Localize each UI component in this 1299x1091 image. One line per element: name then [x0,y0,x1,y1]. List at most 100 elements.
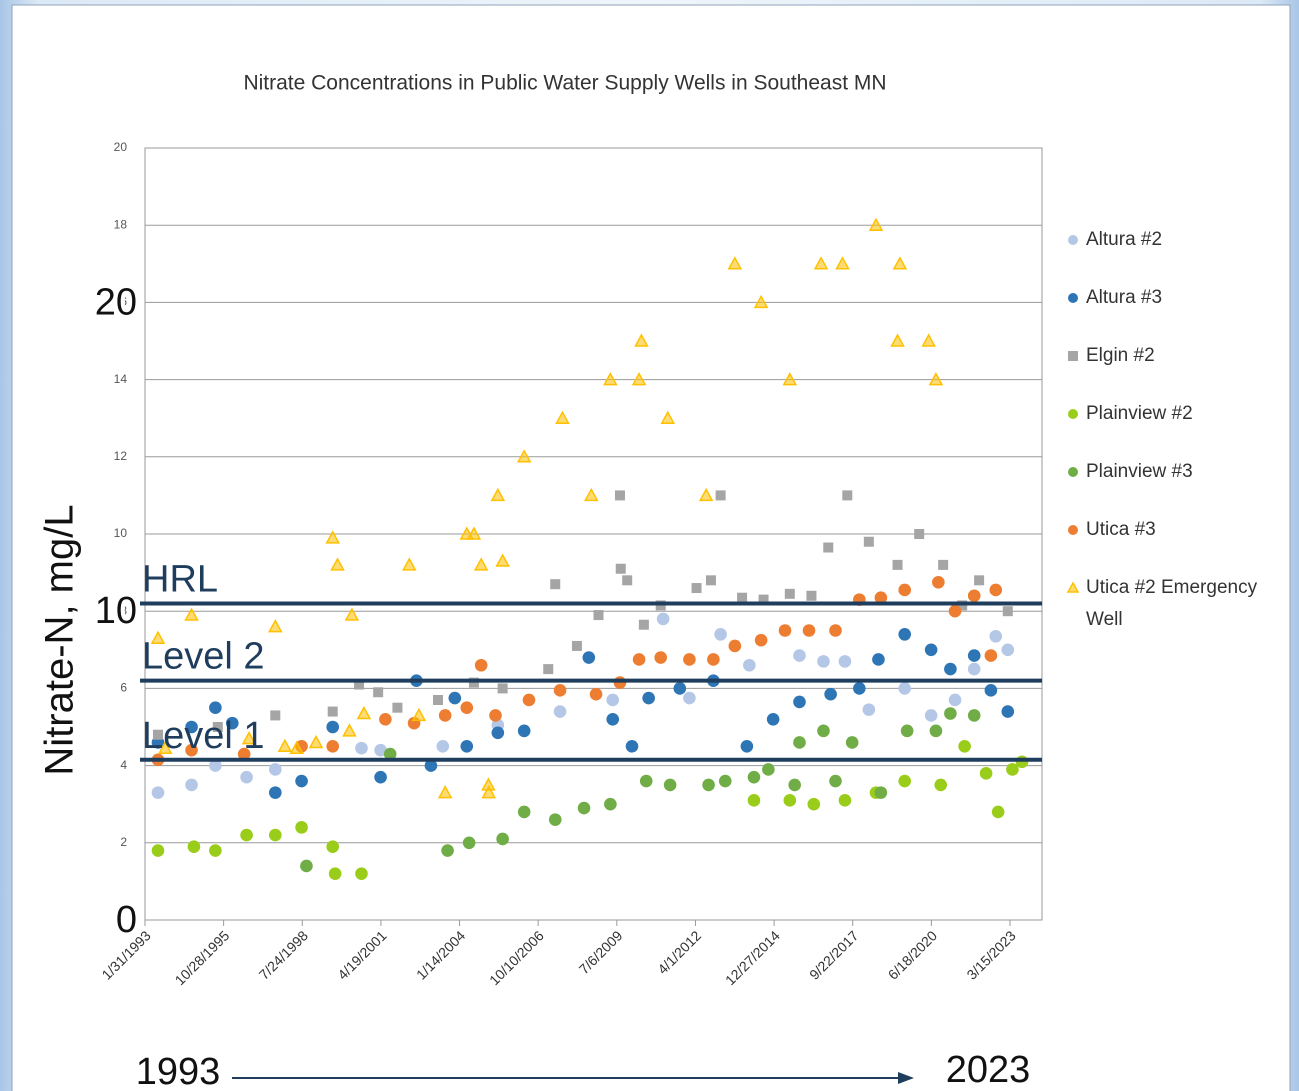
legend-entry: Utica #2 Emergency Well [1066,576,1281,634]
data-point [277,738,293,753]
data-point [374,743,387,757]
data-point [432,694,443,705]
data-point [702,778,715,792]
data-point [577,801,591,815]
data-point [705,575,716,586]
data-point [354,679,365,690]
legend-label: Plainview #3 [1086,461,1193,482]
data-point [958,740,971,753]
data-point [747,794,761,807]
data-point [295,821,308,834]
data-point [392,702,403,713]
data-point [634,333,649,347]
data-point [728,639,742,653]
data-point [727,256,743,270]
data-point [593,610,604,621]
legend-label: Utica #2 Emergency Well [1086,577,1258,630]
data-point [838,655,852,668]
data-point [473,557,489,571]
data-point [793,649,806,662]
legend-entry: Altura #3 [1066,286,1281,344]
data-point [784,588,795,599]
legend-label: Plainview #2 [1086,403,1193,424]
data-point [517,724,531,738]
arrow-head [898,1072,914,1084]
legend-marker [1068,525,1078,535]
reference-label: HRL [142,559,218,601]
data-point [496,832,509,846]
data-point [466,526,482,540]
data-point [589,687,603,701]
legend-symbol [1068,409,1078,419]
data-point [691,583,702,594]
data-point [326,740,340,753]
legend-label: Elgin #2 [1086,345,1155,366]
data-point [868,217,884,231]
data-point [437,785,453,799]
y-tick-label: 2 [120,835,127,849]
panel [11,4,1291,1091]
data-point [979,767,993,780]
data-point [436,740,450,753]
legend: Altura #2 Altura #3 Elgin #2 Plainview #2 Pl… [1066,228,1281,634]
data-point [823,542,834,553]
data-point [921,333,936,347]
data-point [185,720,198,734]
data-point [932,575,945,589]
data-point [481,785,497,799]
data-point [845,736,859,749]
legend-label: Altura #2 [1086,229,1163,250]
data-point [890,333,905,347]
timeline-start: 1993 [136,1051,221,1091]
data-point [187,840,201,853]
legend-entry: Utica #3 [1066,518,1281,576]
y-tick-label: 18 [114,217,128,231]
data-point [740,740,754,753]
series [300,707,981,873]
data-point [766,712,780,726]
data-point [571,640,582,651]
data-point [209,701,222,714]
legend-symbol [1066,581,1080,593]
legend-marker [1068,467,1078,477]
data-point [326,840,340,853]
data-point [342,723,357,737]
data-point [835,256,850,270]
data-point [642,691,655,705]
series [151,740,1029,880]
data-point [374,770,387,784]
axis-overlay-label: 0 [116,899,137,941]
series [151,575,1003,767]
data-point [924,643,938,657]
data-point [583,487,599,502]
legend-label: Altura #3 [1086,287,1163,308]
data-point [632,653,646,666]
y-tick-label: 6 [120,681,127,695]
data-point [914,529,925,539]
legend-marker [1068,409,1078,419]
data-point [1001,705,1015,718]
data-point [638,619,649,630]
data-point [150,630,166,644]
data-point [872,653,885,666]
data-point [817,724,830,738]
data-point [240,828,253,842]
data-point [289,740,305,754]
data-point [308,734,324,749]
data-point [1006,763,1019,776]
data-point [948,693,962,707]
legend-symbol [1068,525,1078,535]
data-point [788,778,801,792]
data-point [237,747,251,761]
data-point [448,691,462,705]
data-point [967,662,981,676]
data-point [268,763,282,776]
y-tick-label: 14 [114,372,128,386]
data-point [967,709,981,722]
data-point [438,709,452,722]
y-tick-label: 12 [114,449,128,463]
data-point [838,794,852,807]
data-point [268,619,283,633]
data-point [824,687,837,701]
